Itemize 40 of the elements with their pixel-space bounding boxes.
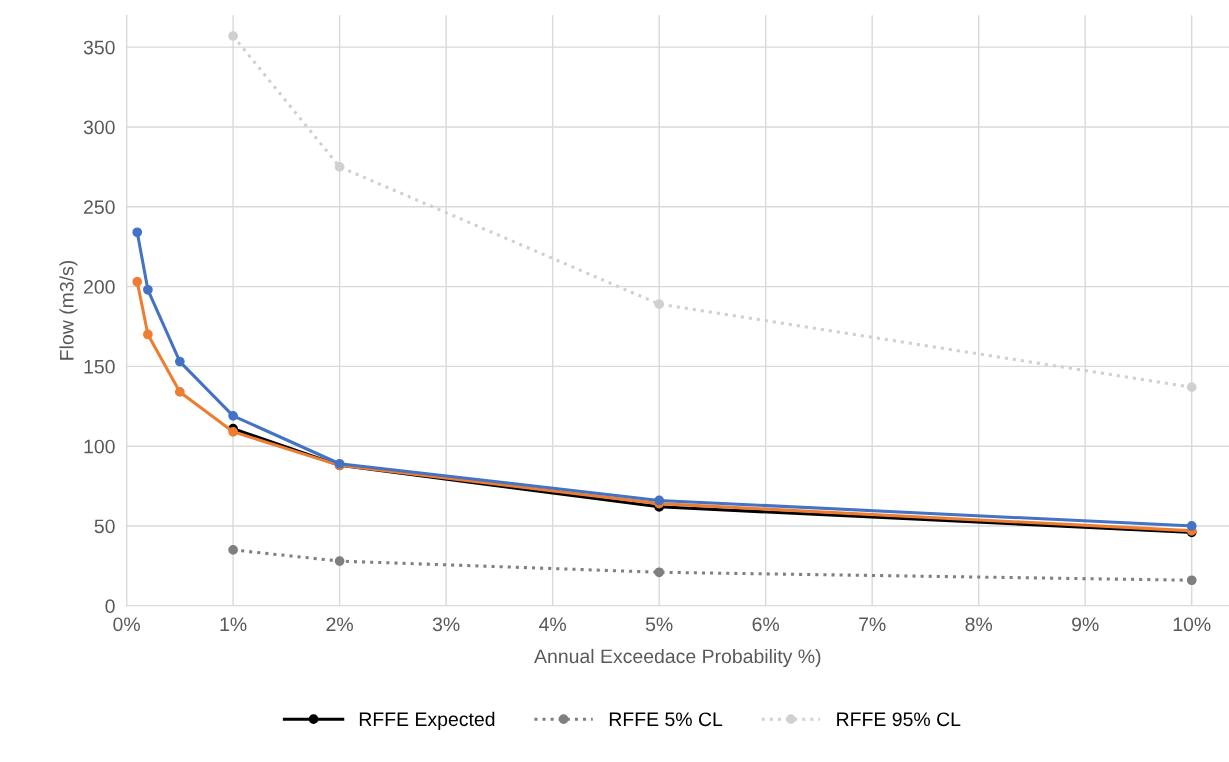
x-axis-title: Annual Exceedace Probability %) <box>534 648 821 668</box>
x-tick-label: 1% <box>220 617 247 632</box>
y-tick-label: 100 <box>84 439 115 454</box>
y-tick-label: 150 <box>84 359 115 374</box>
legend-label: RFFE Expected <box>359 711 495 730</box>
x-tick-label: 3% <box>432 617 460 632</box>
point <box>143 329 153 340</box>
point <box>132 227 143 238</box>
point <box>143 284 153 295</box>
point <box>334 162 345 172</box>
point <box>1186 521 1197 531</box>
x-tick-label: 2% <box>326 617 353 632</box>
point <box>174 387 185 397</box>
point <box>334 556 345 566</box>
point <box>654 299 665 309</box>
y-tick-label: 250 <box>84 200 115 215</box>
x-tick-label: 7% <box>859 617 886 632</box>
legend-label: RFFE 95% CL <box>837 712 961 727</box>
point <box>228 410 238 421</box>
y-tick-label: 50 <box>94 519 115 534</box>
y-axis-title: Flow (m3/s) <box>59 260 78 360</box>
point <box>228 31 238 41</box>
x-tick-label: 6% <box>752 617 780 632</box>
y-tick-label: 350 <box>83 40 115 55</box>
x-tick-label: 0% <box>113 617 140 632</box>
y-tick-label: 0 <box>105 599 115 614</box>
point <box>1186 575 1197 586</box>
x-tick-label: 8% <box>965 617 993 632</box>
point <box>132 276 143 287</box>
legend-label: RFFE 5% CL <box>609 712 723 727</box>
point <box>654 567 665 578</box>
x-tick-label: 9% <box>1072 617 1099 632</box>
x-tick-label: 4% <box>539 617 566 632</box>
x-tick-label: 10% <box>1173 617 1211 632</box>
x-tick-label: 5% <box>645 617 673 632</box>
point <box>1186 382 1197 392</box>
point <box>228 545 238 555</box>
y-tick-label: 200 <box>84 280 115 294</box>
y-tick-label: 300 <box>83 120 115 135</box>
point <box>174 356 185 367</box>
